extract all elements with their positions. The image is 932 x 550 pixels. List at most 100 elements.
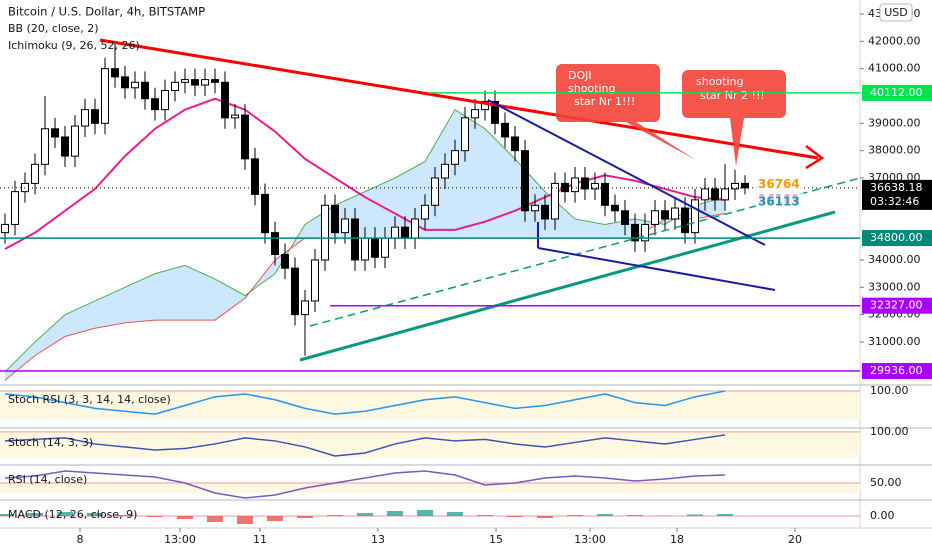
histogram-bar [357,513,373,516]
level-label-bg [862,363,932,380]
pane-title: RSI (14, close) [8,473,87,486]
trend-line [537,247,776,291]
histogram-bar [597,514,613,516]
histogram-bar [177,516,193,519]
candle-body [491,100,499,124]
candle-body [191,79,199,86]
candle-body [211,79,219,83]
x-tick-label: 13 [371,533,385,546]
x-tick-label: 15 [489,533,503,546]
histogram-bar [387,511,403,516]
histogram-bar [207,516,223,522]
level-label: 40112.00 [870,86,923,99]
x-tick-label: 13:00 [574,533,606,546]
candle-body [361,237,369,261]
ichimoku-cloud [5,109,725,381]
candle-body [161,90,169,111]
x-tick-label: 8 [77,533,84,546]
candle-body [71,125,79,157]
currency-button[interactable] [879,3,913,22]
histogram-bar [567,515,583,516]
indicator-label: 36113 [758,195,800,209]
y-tick-label: 100.00 [870,384,909,397]
candle-body [321,204,329,261]
candle-body [101,68,109,124]
candle-body [301,300,309,316]
indicator-legend: Ichimoku (9, 26, 52, 26) [8,39,140,52]
currency-button-label[interactable]: USD [884,6,908,19]
candle-body [201,79,209,86]
candle-body [271,232,279,255]
candle-body [541,204,549,220]
candle-body [531,204,539,212]
candle-body [41,128,49,165]
candle-body [391,226,399,239]
candle-body [421,204,429,220]
y-tick-label: 0.00 [870,509,895,522]
candle-body [151,98,159,111]
candle-body [641,223,649,242]
candle-body [451,150,459,165]
callout-text: star Nr 2 !!! [700,89,765,102]
callout-text: shooting [696,75,744,88]
candle-body [401,226,409,239]
candle-body [91,109,99,124]
candle-body [381,237,389,258]
y-tick-label: 100.00 [870,425,909,438]
candle-body [131,81,139,89]
level-label-bg [862,84,932,101]
callouts: DOJI shooting star Nr 1!!! shooting star… [556,64,786,166]
histogram-bar [27,513,43,516]
x-tick-label: 20 [788,533,802,546]
indicator-label-bg [756,177,804,192]
histogram-bar [537,516,553,518]
level-label: 32327.00 [870,299,923,312]
callout-bubble [556,64,696,160]
candle-body [351,218,359,261]
level-label-bg [862,297,932,314]
last-price-label: 36638.18 [870,181,923,194]
chart-title: Bitcoin / U.S. Dollar, 4h, BITSTAMP [8,5,205,19]
pane-band [0,391,860,420]
candle-body [691,199,699,234]
histogram-bar [297,516,313,518]
candle-body [501,122,509,138]
cloud-edge [4,108,726,373]
candle-body [121,76,129,89]
x-tick-label: 13:00 [164,533,196,546]
candle-body [231,114,239,119]
candle-body [551,182,559,220]
trend-line [299,210,836,362]
indicator-label: 36764 [758,177,800,191]
candle-body [591,182,599,190]
histogram-bar [327,515,343,516]
candle-body [681,207,689,234]
candle-body [441,163,449,179]
candle-body [261,193,269,234]
candle-body [601,182,609,206]
histogram-bar [657,515,673,516]
pane-title: Stoch (14, 3, 3) [8,436,93,449]
level-label: 29936.00 [870,364,923,377]
trend-line [99,38,819,160]
histogram-bar [147,516,163,517]
pane-title: Stoch RSI (3, 3, 14, 14, close) [8,393,171,406]
candle-body [1,223,9,234]
candle-body [311,259,319,302]
histogram-bar [0,514,13,516]
histogram-bar [717,514,733,516]
candle-body [471,109,479,119]
histogram-bar [507,516,523,517]
y-tick-label: 33000.00 [868,280,921,293]
candle-body [141,81,149,100]
candle-body [511,136,519,152]
indicator-label-bg [756,195,804,210]
y-tick-label: 31000.00 [868,335,921,348]
indicator-line [4,434,726,457]
candle-body [631,223,639,242]
pane-band [0,431,860,458]
candle-body [731,182,739,190]
y-tick-label: 42000.00 [868,34,921,47]
candle-body [711,188,719,201]
